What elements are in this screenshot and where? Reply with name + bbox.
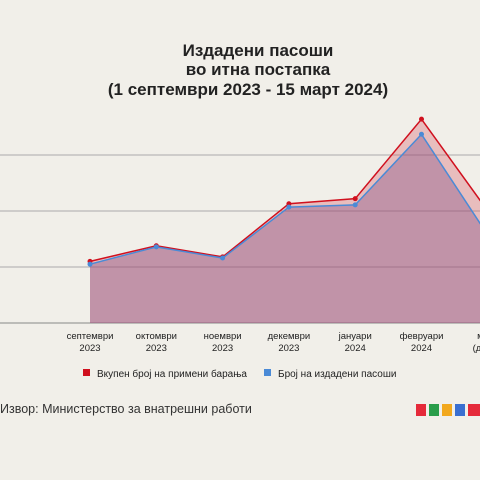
x-tick-label: февруари bbox=[400, 331, 444, 342]
x-tick-label: (до 15) bbox=[473, 343, 480, 354]
legend-swatch bbox=[83, 369, 90, 376]
point bbox=[153, 244, 159, 250]
point bbox=[286, 204, 292, 210]
x-tick-label: 2023 bbox=[146, 343, 167, 354]
x-tick-label: ноември bbox=[204, 331, 242, 342]
logo bbox=[416, 404, 480, 416]
legend-label: Вкупен број на примени барања bbox=[97, 368, 247, 380]
x-tick-label: 2023 bbox=[212, 343, 233, 354]
x-tick-label: септември bbox=[67, 331, 114, 342]
source: Извор: Министерство за внатрешни работи bbox=[0, 402, 252, 416]
x-tick-label: декември bbox=[268, 331, 311, 342]
legend-swatch bbox=[264, 369, 271, 376]
x-tick-label: јануари bbox=[338, 331, 372, 342]
x-tick-label: 2024 bbox=[345, 343, 366, 354]
area bbox=[90, 134, 480, 323]
point bbox=[419, 116, 424, 122]
point bbox=[220, 255, 226, 261]
x-tick-label: 2023 bbox=[278, 343, 299, 354]
x-tick-label: март bbox=[477, 331, 480, 342]
x-tick-label: 2023 bbox=[79, 343, 100, 354]
point bbox=[352, 196, 358, 202]
point bbox=[352, 202, 358, 208]
point bbox=[87, 261, 93, 267]
legend-label: Број на издадени пасоши bbox=[278, 369, 396, 380]
chart-title: во итна постапка bbox=[186, 60, 331, 79]
area bbox=[90, 119, 480, 323]
x-tick-label: 2024 bbox=[411, 343, 432, 354]
chart-title: (1 септември 2023 - 15 март 2024) bbox=[108, 80, 388, 99]
point bbox=[419, 131, 424, 137]
x-tick-label: октомври bbox=[136, 331, 177, 342]
chart-title: Издадени пасоши bbox=[183, 41, 334, 60]
